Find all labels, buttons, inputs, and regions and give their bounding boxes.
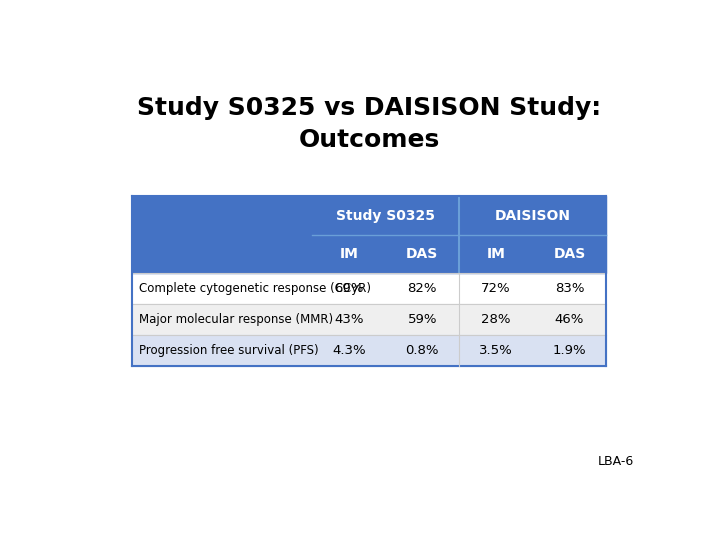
Text: 4.3%: 4.3% bbox=[332, 344, 366, 357]
Text: DAS: DAS bbox=[406, 247, 438, 261]
Text: Study S0325 vs DAISISON Study:: Study S0325 vs DAISISON Study: bbox=[137, 97, 601, 120]
Bar bbox=[132, 335, 606, 366]
Bar bbox=[132, 235, 606, 273]
Text: 59%: 59% bbox=[408, 313, 437, 326]
Text: DAS: DAS bbox=[553, 247, 585, 261]
Text: 82%: 82% bbox=[408, 282, 437, 295]
Text: 46%: 46% bbox=[554, 313, 584, 326]
Text: 28%: 28% bbox=[481, 313, 510, 326]
Text: 43%: 43% bbox=[334, 313, 364, 326]
Text: 3.5%: 3.5% bbox=[479, 344, 513, 357]
Text: Major molecular response (MMR): Major molecular response (MMR) bbox=[138, 313, 333, 326]
Text: LBA-6: LBA-6 bbox=[598, 455, 634, 468]
Text: Study S0325: Study S0325 bbox=[336, 208, 435, 222]
Text: IM: IM bbox=[339, 247, 359, 261]
Bar bbox=[132, 273, 606, 304]
Text: Outcomes: Outcomes bbox=[298, 127, 440, 152]
Text: IM: IM bbox=[487, 247, 505, 261]
Text: 1.9%: 1.9% bbox=[552, 344, 586, 357]
Text: 69%: 69% bbox=[334, 282, 364, 295]
Bar bbox=[132, 304, 606, 335]
Bar bbox=[132, 196, 606, 235]
Text: Progression free survival (PFS): Progression free survival (PFS) bbox=[138, 344, 318, 357]
Text: Complete cytogenetic response (CCyR): Complete cytogenetic response (CCyR) bbox=[138, 282, 371, 295]
Text: 72%: 72% bbox=[481, 282, 510, 295]
Text: 0.8%: 0.8% bbox=[405, 344, 439, 357]
Text: DAISISON: DAISISON bbox=[495, 208, 571, 222]
Text: 83%: 83% bbox=[554, 282, 584, 295]
